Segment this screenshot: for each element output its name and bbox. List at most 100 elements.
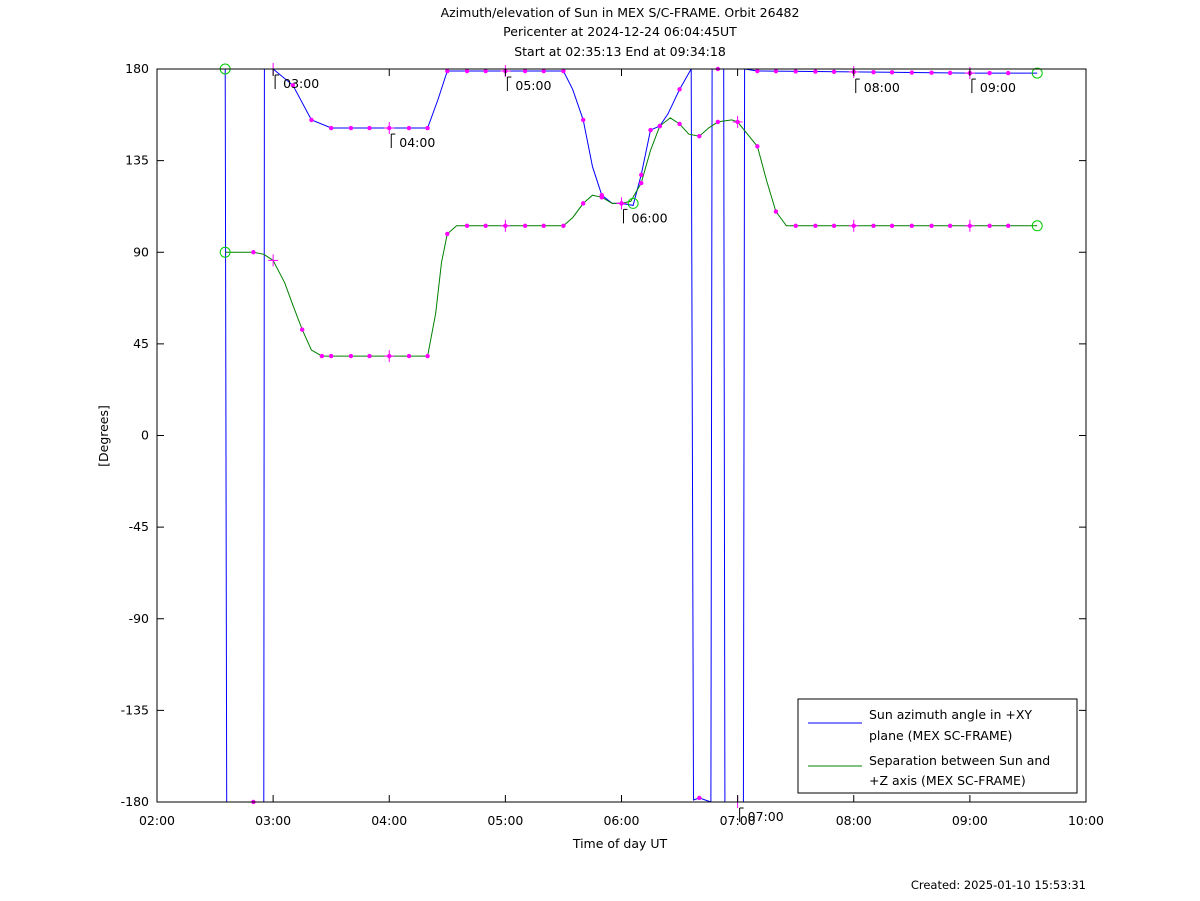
azimuth-marker [309,117,314,123]
separation-series-line [225,117,1038,357]
legend-label-separation-line2: +Z axis (MEX SC-FRAME) [869,773,1026,788]
separation-marker [947,223,953,228]
y-tick-label: 0 [141,428,149,443]
azimuth-marker [367,125,372,131]
azimuth-marker [987,70,992,76]
separation-marker [715,119,721,125]
azimuth-marker [561,68,566,74]
separation-marker [929,223,934,228]
hour-annotation-label: 08:00 [864,80,900,95]
azimuth-marker [773,69,779,74]
azimuth-marker [348,125,354,131]
separation-marker [406,353,412,359]
azimuth-marker [639,172,644,178]
separation-marker [987,223,992,228]
azimuth-marker [793,69,798,74]
y-tick-label: -45 [129,519,149,534]
y-tick-label: -135 [121,702,149,717]
x-axis-label: Time of day UT [572,836,668,851]
azimuth-marker [697,795,702,801]
separation-marker [871,223,876,228]
separation-marker [909,223,915,228]
hour-annotation-label: 03:00 [283,76,319,91]
separation-marker [755,144,760,149]
separation-marker [889,223,895,228]
event-circle-marker [627,197,639,209]
chart-subtitle-pericenter: Pericenter at 2024-12-24 06:04:45UT [503,24,737,39]
hour-annotation-label: 05:00 [515,78,551,93]
x-tick-label: 02:00 [139,813,175,828]
legend-label-separation-line1: Separation between Sun and [869,753,1050,768]
azimuth-marker [445,68,450,74]
hour-annotation-label: 06:00 [632,210,668,225]
azimuth-marker [328,125,334,131]
hour-annotation-label: 07:00 [748,809,784,824]
separation-marker [348,353,354,359]
x-tick-label: 07:00 [720,813,756,828]
y-tick-label: 90 [133,244,149,259]
y-tick-label: 135 [125,153,149,168]
separation-marker [773,209,779,214]
separation-marker [483,223,488,228]
azimuth-series-line [224,69,1038,802]
x-tick-label: 10:00 [1068,813,1104,828]
separation-marker [580,201,586,206]
x-tick-label: 03:00 [255,813,291,828]
azimuth-marker [909,70,915,75]
event-circle-marker [1031,220,1043,232]
separation-marker [328,353,334,359]
x-tick-label: 04:00 [371,813,407,828]
legend: Sun azimuth angle in +XY plane (MEX SC-F… [797,698,1078,794]
azimuth-marker [929,70,934,75]
separation-marker [793,223,798,228]
separation-marker [445,231,450,237]
separation-marker [813,223,818,228]
event-circle-marker [1031,67,1043,79]
x-tick-label: 05:00 [487,813,523,828]
legend-box [797,698,1078,794]
azimuth-marker [290,83,296,88]
separation-marker [639,180,644,186]
azimuth-marker [648,127,653,133]
separation-marker [425,353,430,359]
separation-marker [1005,223,1011,228]
azimuth-marker [871,69,876,75]
y-tick-label: -180 [121,794,149,809]
azimuth-marker [677,87,682,92]
x-tick-label: 08:00 [836,813,872,828]
y-tick-label: 180 [125,61,149,76]
separation-marker [522,223,528,228]
separation-marker [541,223,546,228]
chart-title: Azimuth/elevation of Sun in MEX S/C-FRAM… [441,5,800,20]
separation-marker [599,195,604,200]
y-tick-label: -90 [129,611,149,626]
chart-subtitle-start-end: Start at 02:35:13 End at 09:34:18 [514,44,726,59]
separation-marker [561,223,566,228]
x-tick-label: 06:00 [603,813,639,828]
y-tick-label: 45 [133,336,149,351]
separation-marker [677,121,682,127]
separation-marker [657,123,663,129]
azimuth-marker [947,70,953,76]
azimuth-marker [464,68,470,74]
chart-title-block: Azimuth/elevation of Sun in MEX S/C-FRAM… [441,5,800,59]
plot-area-frame [156,68,1087,803]
azimuth-marker [483,68,488,74]
azimuth-marker [755,68,760,74]
azimuth-marker [406,125,412,131]
azimuth-marker [580,117,586,123]
hour-annotation-label: 04:00 [399,135,435,150]
legend-label-azimuth-line2: plane (MEX SC-FRAME) [869,728,1012,743]
azimuth-marker [1005,70,1011,76]
created-timestamp: Created: 2025-01-10 15:53:31 [911,878,1086,892]
azimuth-marker [889,70,895,75]
azimuth-marker [522,68,528,74]
x-tick-label: 09:00 [952,813,988,828]
hour-annotation-label: 09:00 [980,80,1016,95]
event-circle-marker [219,246,231,258]
separation-marker [831,223,837,228]
separation-marker [367,353,372,359]
legend-label-azimuth-line1: Sun azimuth angle in +XY [869,707,1032,722]
azimuth-marker [813,69,818,74]
